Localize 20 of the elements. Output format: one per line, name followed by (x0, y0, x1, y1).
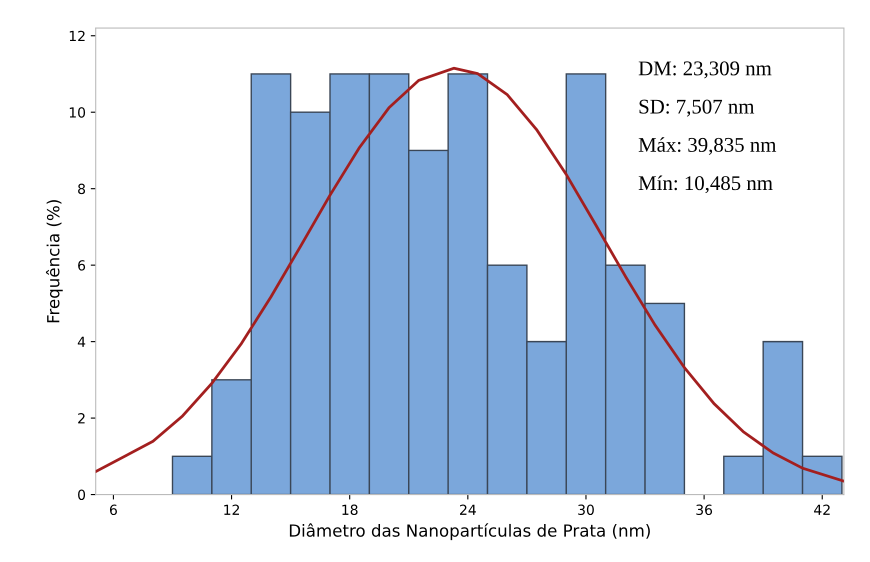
x-tick-label: 36 (696, 504, 712, 516)
y-tick-label: 0 (78, 490, 86, 500)
x-tick-label: 12 (224, 504, 240, 515)
annotation: Mín: 10,485 nm (638, 175, 773, 194)
x-tick-label: 24 (460, 504, 476, 515)
x-tick-label: 30 (578, 504, 594, 516)
annotation: Máx: 39,835 nm (638, 137, 776, 155)
x-tick-label: 42 (814, 504, 830, 515)
y-tick-label: 8 (78, 184, 86, 194)
y-tick-label: 2 (78, 413, 85, 424)
y-tick-label: 12 (70, 30, 85, 42)
annotation: SD: 7,507 nm (640, 100, 754, 117)
x-tick-label: 6 (110, 504, 117, 516)
y-tick-label: 4 (78, 336, 86, 347)
annotation: DM: 23,309 nm (638, 61, 772, 78)
x-tick-label: 18 (342, 504, 358, 516)
y-tick-label: 10 (70, 107, 86, 118)
x-axis-title: Diâmetro das Nanopartículas de Prata (nm) (290, 523, 650, 540)
y-axis-title: Frequência (%) (46, 200, 63, 322)
y-tick-label: 6 (78, 260, 86, 271)
